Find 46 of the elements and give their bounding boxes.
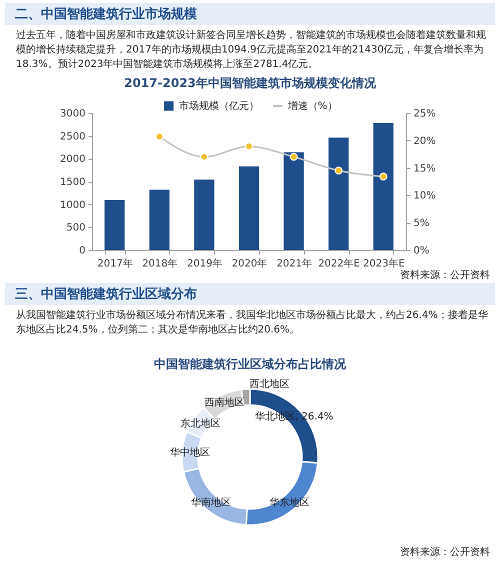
chart-title: 中国智能建筑行业区域分布占比情况: [154, 357, 347, 372]
bar: [373, 122, 394, 250]
text: 过去五年，随着中国房屋和市政建筑设计新签合同呈增长趋势，智能建筑的市场规模也会随着建筑数量和规模的增长持续稳定提升，2017年的市场规模由1094.9亿元提高至2021年的21430亿元，年复合增长率为18.3%。预计2023年中国智能建筑市场规模将上涨至2781.4亿元。: [16, 29, 486, 70]
slice-label: 东北地区: [180, 417, 220, 430]
y2-tick-label: 10%: [414, 190, 436, 202]
y2-tick-label: 15%: [414, 163, 436, 174]
y-tick-label: 1500: [60, 177, 86, 188]
y2-tick-label: 25%: [414, 108, 436, 120]
y-tick-label: 3000: [60, 108, 86, 120]
point: [200, 152, 208, 161]
x-tick-label: 2017年: [97, 258, 133, 270]
point: [290, 152, 298, 161]
y-tick-label: 500: [66, 222, 86, 234]
x-tick-label: 2020年: [232, 258, 268, 270]
text: 从我国智能建筑行业市场份额区域分布情况来看，我国华北地区市场份额占比最大，约占26.4%；接着是华东地区占比24.5%，位列第二；其次是华南地区占比约20.6%。: [16, 309, 488, 336]
text: 资料来源：公开资料: [400, 269, 490, 281]
chart-title: 2017-2023年中国智能建筑市场规模变化情况: [124, 76, 377, 90]
bar: [284, 152, 304, 250]
x-tick-label: 2021年: [276, 258, 312, 270]
x-tick-label: 2018年: [142, 258, 178, 270]
point: [379, 172, 388, 181]
x-tick-label: 2019年: [186, 258, 222, 270]
bar: [238, 166, 260, 250]
slice-label: 西北地区: [249, 378, 290, 390]
y-tick-label: 1000: [60, 200, 86, 211]
bar: [104, 200, 125, 250]
y2-tick-label: 0%: [414, 246, 430, 256]
text: 二、中国智能建筑行业市场规模: [15, 6, 197, 22]
y2-tick-label: 5%: [414, 218, 430, 230]
y-tick-label: 2000: [60, 154, 86, 166]
legend-label: 增速（%）: [286, 100, 338, 112]
bar: [194, 180, 214, 250]
y2-tick-label: 20%: [414, 136, 436, 147]
text: 资料来源：公开资料: [400, 546, 490, 558]
bar: [149, 190, 170, 250]
slice-label: 华南地区: [191, 496, 232, 509]
y-tick-label: 2500: [60, 131, 86, 142]
legend-label: 市场规模（亿元）: [178, 100, 259, 112]
y-tick-label: 0: [79, 246, 86, 256]
x-tick-label: 2023年E: [362, 258, 405, 270]
bar: [328, 138, 349, 250]
point: [334, 166, 343, 174]
slice-label: 华中地区: [170, 446, 210, 458]
slice-label: 西南地区: [204, 396, 244, 409]
text: 三、中国智能建筑行业区域分布: [15, 286, 197, 302]
x-tick-label: 2022年E: [318, 258, 360, 270]
